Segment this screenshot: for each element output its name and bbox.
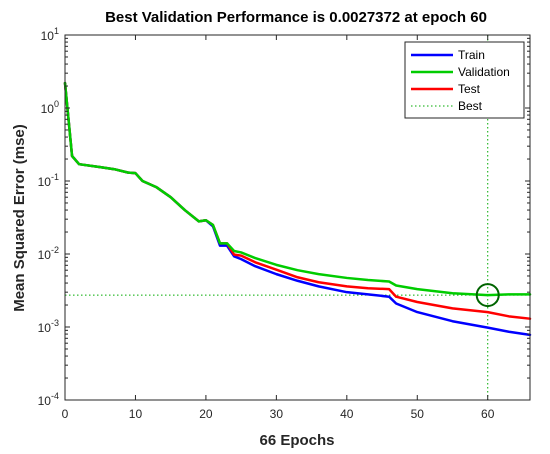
x-tick-label: 50 — [411, 407, 425, 421]
x-tick-label: 10 — [129, 407, 143, 421]
y-axis-label: Mean Squared Error (mse) — [11, 124, 28, 312]
legend-label-test: Test — [458, 82, 481, 96]
y-axis-ticks: 10-4 10-3 10-2 10-1 100 101 — [38, 26, 530, 408]
chart-title: Best Validation Performance is 0.0027372… — [105, 9, 487, 26]
legend-label-best: Best — [458, 99, 483, 113]
x-tick-label: 0 — [62, 407, 69, 421]
y-tick-label: 100 — [41, 99, 59, 116]
plot-frame — [64, 34, 531, 401]
legend-label-train: Train — [458, 48, 485, 62]
legend-label-validation: Validation — [458, 65, 510, 79]
best-marker-layer — [475, 283, 500, 308]
x-tick-label: 20 — [199, 407, 213, 421]
x-axis-ticks: 0 10 20 30 40 50 60 — [62, 35, 495, 421]
series-line-validation — [63, 81, 532, 297]
y-tick-label: 10-4 — [38, 391, 59, 408]
legend: Train Validation Test Best — [404, 41, 525, 119]
x-tick-label: 60 — [481, 407, 495, 421]
series-layer — [63, 81, 532, 337]
y-tick-label: 101 — [41, 26, 59, 43]
x-tick-label: 30 — [270, 407, 284, 421]
y-tick-label: 10-1 — [38, 172, 59, 189]
x-axis-label: 66 Epochs — [259, 432, 334, 449]
y-tick-label: 10-3 — [38, 318, 59, 335]
y-tick-label: 10-2 — [38, 245, 59, 262]
best-marker — [475, 283, 500, 308]
x-tick-label: 40 — [340, 407, 354, 421]
